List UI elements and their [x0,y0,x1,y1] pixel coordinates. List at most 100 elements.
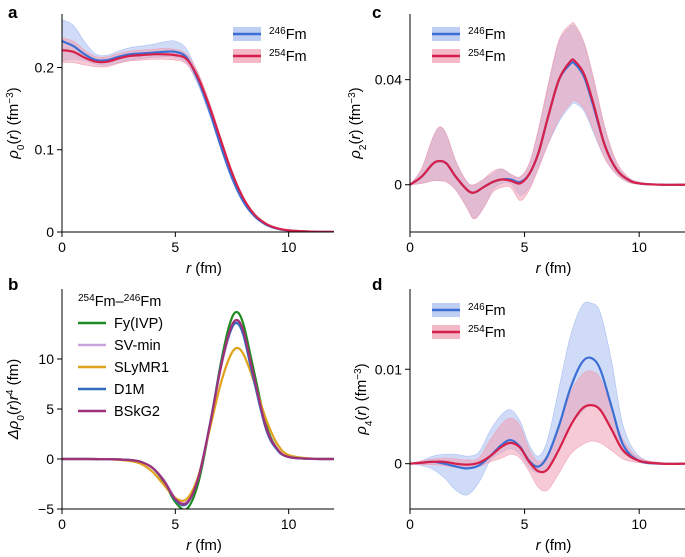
legend-element: Fm [286,49,307,65]
series-line-red [62,49,334,232]
y-tick-label: 5 [46,401,54,417]
legend-element: Fm [286,27,307,43]
series-line-red [410,404,685,474]
y-tick-label: 0.2 [35,59,55,75]
y-tick-label: 0.1 [35,142,55,158]
legend-entry: 246Fm [269,26,307,44]
panel-letter: c [372,3,381,22]
series-band-red [62,37,334,232]
y-tick-label: 0.01 [375,361,402,377]
legend-mass: 246 [468,302,485,313]
x-tick-label: 10 [631,239,647,255]
y-tick-label: −5 [38,501,54,517]
y-axis-label-var: Δρ [5,420,22,440]
y-axis-label-paren: ( [353,416,370,421]
y-tick-label: 0.04 [375,72,402,88]
panel-letter: a [8,3,18,22]
legend-title-mass: 246 [124,293,141,304]
x-axis-label-var: r [186,260,192,277]
x-tick-label: 0 [406,516,414,532]
y-axis-label-sup: −3 [5,92,16,104]
y-axis-label-sub: 0 [16,144,27,150]
y-axis-label-sup: 4 [5,389,16,395]
y-axis-label-close: ) [353,363,370,368]
legend-element: Fm [485,27,506,43]
legend-mass: 254 [269,48,286,59]
y-axis-label-sub: 0 [16,415,27,421]
legend-title-element: Fm– [95,294,125,310]
x-tick-label: 5 [171,239,179,255]
y-axis-label-r: r [5,134,22,140]
y-axis-label-paren: ) [5,400,22,405]
legend: 254Fm–246Fm Fy(IVP) SV-min SLyMR1 D1M BSkG2 [78,293,169,420]
legend-entry: Fy(IVP) [114,316,163,332]
y-axis-label-paren: ) [5,130,22,135]
x-axis-label: r (fm) [186,260,222,277]
plot-area [62,19,334,232]
y-axis-label-paren: ) [353,406,370,411]
x-tick-label: 5 [171,516,179,532]
series-line-blue [410,356,685,470]
plot-area [410,22,685,220]
legend-title-element: Fm [140,294,161,310]
legend-entry: 254Fm [468,48,506,66]
y-tick-label: 10 [38,351,54,367]
x-axis-label: r (fm) [536,260,572,277]
y-axis-label-sub: 4 [364,420,375,426]
y-axis-label-sup: −3 [353,368,364,380]
legend-entry: 246Fm [468,302,506,320]
legend-element: Fm [485,303,506,319]
legend-mass: 254 [468,48,485,59]
legend-entry: 254Fm [269,48,307,66]
y-axis-label: ρ2(r) (fm−3) [347,87,369,159]
x-tick-label: 0 [406,239,414,255]
x-axis-label: r (fm) [536,537,572,554]
y-axis-label-r: r [347,134,364,140]
x-axis-label-unit: (fm) [541,537,572,554]
legend-title-mass: 254 [78,293,95,304]
x-axis-label-var: r [536,260,542,277]
panel-letter: d [372,275,382,294]
legend-mass: 246 [468,26,485,37]
y-axis-label-var: ρ [5,150,22,160]
x-axis-label-unit: (fm) [541,260,572,277]
x-tick-label: 10 [281,516,297,532]
panel-letter: b [8,275,18,294]
x-tick-label: 5 [521,516,529,532]
x-tick-label: 5 [521,239,529,255]
series-line-bskg2 [62,318,334,506]
y-tick-label: 0 [394,177,402,193]
y-tick-label: 0 [46,224,54,240]
legend-entry: 246Fm [468,26,506,44]
x-axis-label-var: r [536,537,542,554]
y-axis-label-close: ) [5,87,22,92]
y-tick-label: 0 [394,456,402,472]
y-axis-label-unit: (fm [347,104,364,130]
y-axis-label-unit: (fm [353,380,370,406]
y-axis-label-r: r [5,404,22,410]
y-axis-label-sup: −3 [347,92,358,104]
y-axis-label: Δρ0(r)r4 (fm) [5,359,27,441]
y-axis-label-unit: (fm [5,104,22,130]
y-axis-label-close: ) [347,87,364,92]
legend-element: Fm [485,49,506,65]
legend-entry: SLyMR1 [114,360,169,376]
x-axis-label-unit: (fm) [191,537,222,554]
x-axis-label-unit: (fm) [191,260,222,277]
legend-entry: D1M [114,382,145,398]
y-axis-label-paren: ( [5,140,22,145]
legend-mass: 246 [269,26,286,37]
legend-title: 254Fm–246Fm [78,293,161,311]
y-axis-label: ρ0(r) (fm−3) [5,87,27,159]
y-axis-label-paren: ) [347,130,364,135]
y-axis-label-unit: (fm) [5,359,22,390]
y-axis-label-sub: 2 [358,144,369,150]
x-tick-label: 0 [58,516,66,532]
x-tick-label: 0 [58,239,66,255]
